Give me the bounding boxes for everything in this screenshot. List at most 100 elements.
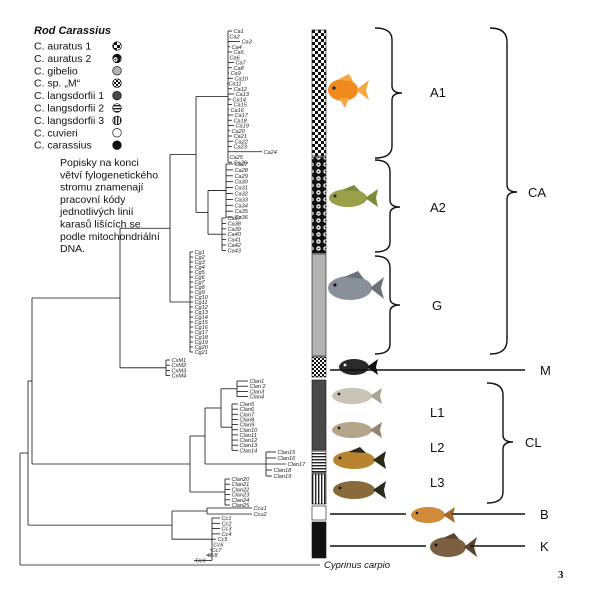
clade-b: B: [540, 507, 549, 522]
leaf-label: Clan8: [240, 417, 256, 423]
description-line: jednotlivých linií: [59, 206, 134, 218]
leaf-label: Ca27: [235, 162, 249, 168]
leaf-label: Cg11: [195, 300, 208, 306]
leaf-label: Cg1: [195, 250, 205, 256]
leaf-label: Clan12: [240, 438, 259, 444]
leaf-label: Clan16: [278, 456, 297, 462]
leaf-label: Ca42: [228, 243, 242, 249]
leaf-label: Ca13: [236, 92, 250, 98]
description-line: karasů lišících se: [60, 219, 141, 231]
leaf-label: Ca3: [242, 40, 253, 46]
leaf-label: Ca12: [234, 87, 248, 93]
leaf-label: Ca39: [228, 227, 241, 233]
leaf-label: Clan17: [288, 462, 307, 468]
leaf-label: Cg10: [195, 295, 209, 301]
leaf-label: Ca30: [235, 180, 249, 186]
legend-item-label: C. auratus 2: [34, 53, 91, 65]
bar-auratus1: [311, 29, 327, 157]
leaf-label: Ca19: [236, 124, 249, 130]
legend-title: Rod Carassius: [34, 25, 111, 37]
clade-l3: L3: [430, 475, 444, 490]
leaf-label: Ca10: [235, 76, 249, 82]
leaf-label: Cc8: [208, 553, 219, 559]
leaf-label: Cc3: [222, 527, 233, 533]
description-line: Popisky na konci: [60, 157, 139, 169]
leaf-label: Ca31: [235, 186, 248, 192]
legend-swatch-icon: [112, 115, 122, 126]
leaf-label: Clan20: [232, 477, 251, 483]
langsdorfii3-fish-icon: [333, 481, 386, 499]
leaf-label: Cc1: [222, 516, 232, 522]
leaf-label: Cg20: [195, 345, 209, 351]
leaf-label: Ca4: [232, 45, 242, 51]
leaf-label: Clan23: [232, 493, 251, 499]
leaf-label: Clan6: [240, 407, 256, 413]
bracket-a1: [374, 27, 403, 159]
description-line: podle mitochondriální: [60, 231, 160, 243]
leaf-label: Ca17: [235, 113, 249, 119]
leaf-label: Ca15: [234, 103, 248, 109]
fish-illustrations: [328, 74, 477, 557]
leaf-label: Cg18: [195, 335, 209, 341]
clade-cl: CL: [525, 435, 542, 450]
leaf-label: Cg8: [195, 285, 206, 291]
legend-swatch-icon: [112, 90, 122, 101]
leaf-label: Clan5: [240, 402, 256, 408]
clade-m: M: [540, 363, 551, 378]
legend-item-label: C. sp. „M“: [34, 78, 81, 90]
leaf-label: Cg15: [195, 320, 209, 326]
leaf-label: Cg3: [195, 260, 206, 266]
leaf-label: Cg13: [195, 310, 209, 316]
leaf-label: Ccu2: [254, 512, 268, 518]
leaf-label: Clan13: [240, 443, 259, 449]
auratus-fish-icon: [329, 185, 378, 207]
clade-a1: A1: [430, 85, 446, 100]
bracket-cl: [486, 382, 514, 504]
leaf-label: Clan14: [240, 448, 258, 454]
leaf-label: Ca26: [234, 160, 248, 166]
leaf-label: Ca18: [234, 118, 248, 124]
leaf-label: Clan10: [240, 428, 259, 434]
leaf-label: Clan11: [240, 433, 257, 439]
leaf-label: Ca28: [235, 168, 249, 174]
leaf-label: Ca1: [234, 29, 244, 35]
leaf-label: Cg7: [195, 280, 206, 286]
lineage-bar: [311, 29, 327, 559]
leaf-label: Ca6: [230, 55, 241, 61]
leaf-label: Ca35: [235, 209, 249, 215]
clade-l2: L2: [430, 440, 444, 455]
tree-leaf-labels: Ca1Ca2Ca3Ca4Ca5Ca6Ca7Ca8Ca9Ca10Ca11Ca12C…: [172, 29, 307, 564]
legend-swatch-icon: [112, 128, 122, 138]
leaf-label: Ca33: [235, 197, 249, 203]
legend-item-label: C. langsdorfii 2: [34, 103, 104, 115]
leaf-label: Cg2: [195, 255, 206, 261]
leaf-label: CxM2: [172, 363, 187, 369]
legend-item-label: C. carassius: [34, 140, 92, 152]
bar-langsdorfii2: [311, 450, 327, 474]
leaf-label: Ca41: [228, 238, 241, 244]
leaf-label: Cg5: [195, 270, 206, 276]
leaf-label: Ca16: [231, 108, 245, 114]
leaf-label: Ca2: [230, 34, 241, 40]
legend-swatch-icon: [112, 66, 122, 76]
leaf-label: Ca11: [229, 82, 242, 88]
leaf-label: Clan22: [232, 487, 251, 493]
leaf-label: Clan21: [232, 482, 250, 488]
leaf-label: Clan19: [274, 474, 292, 480]
clade-ca: CA: [528, 185, 546, 200]
leaf-label: Cg12: [195, 305, 209, 311]
leaf-label: Ca29: [235, 174, 248, 180]
leaf-label: Cg9: [195, 290, 205, 296]
legend: Rod Carassius C. auratus 1C. auratus 2C.…: [34, 25, 122, 152]
legend-swatch-icon: [112, 41, 122, 51]
bracket-ca: [489, 27, 518, 355]
leaf-label: Cg14: [195, 315, 208, 321]
bar-langsdorfii3: [311, 473, 327, 505]
leaf-label: Cc6: [214, 543, 225, 549]
gibelio-fish-icon: [328, 271, 384, 300]
leaf-label: Ca36: [235, 215, 249, 221]
leaf-label: Clan7: [240, 412, 256, 418]
leaf-label: Ca23: [234, 145, 248, 151]
